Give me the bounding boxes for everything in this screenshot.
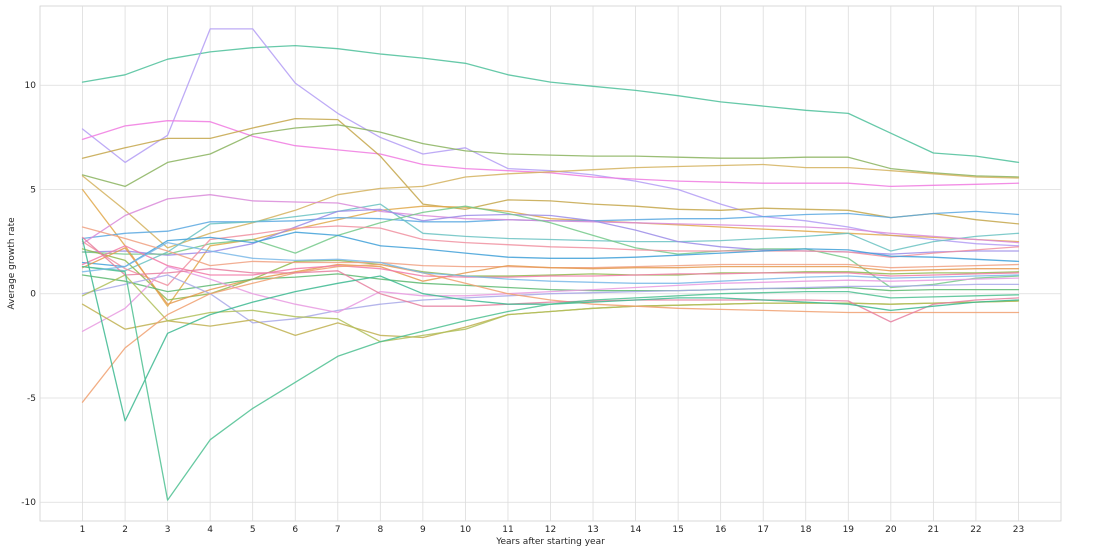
x-tick-label: 13 — [587, 525, 598, 535]
x-tick-label: 11 — [502, 525, 513, 535]
series-line-10 — [81, 194, 1020, 245]
series-line-21 — [81, 265, 1020, 332]
y-tick-label: -10 — [21, 498, 36, 508]
series-lines — [81, 28, 1020, 501]
x-axis-label: Years after starting year — [495, 537, 605, 547]
y-tick-label: 0 — [30, 290, 36, 300]
x-tick-label: 8 — [377, 525, 383, 535]
series-line-18 — [81, 245, 1020, 278]
x-tick-label: 19 — [843, 525, 855, 535]
x-tick-label: 23 — [1013, 525, 1024, 535]
x-tick-label: 4 — [207, 525, 213, 535]
x-tick-label: 6 — [292, 525, 298, 535]
series-line-17 — [81, 247, 1020, 305]
series-line-23 — [81, 274, 1020, 343]
x-tick-label: 16 — [715, 525, 727, 535]
series-line-4 — [81, 117, 1020, 225]
series-line-14 — [81, 248, 1020, 301]
y-tick-label: 5 — [30, 185, 36, 195]
series-line-1 — [81, 44, 1020, 164]
x-tick-label: 7 — [335, 525, 341, 535]
series-line-2 — [81, 28, 1020, 247]
series-line-6 — [81, 163, 1020, 249]
grid — [39, 5, 1062, 522]
tick-labels: 1 2 3 4 5 6 7 8 9 10 11 12 13 14 15 16 17 18 19 20 21 22 23-10… — [21, 81, 1024, 535]
series-line-28 — [81, 241, 1020, 284]
x-tick-label: 17 — [757, 525, 768, 535]
x-tick-label: 18 — [800, 525, 812, 535]
x-tick-label: 2 — [122, 525, 128, 535]
x-tick-label: 1 — [80, 525, 86, 535]
series-line-13 — [81, 225, 1020, 287]
x-tick-label: 14 — [630, 525, 642, 535]
y-tick-label: -5 — [27, 394, 36, 404]
series-line-9 — [81, 203, 1020, 272]
x-tick-label: 5 — [250, 525, 256, 535]
x-tick-label: 10 — [460, 525, 472, 535]
series-line-5 — [81, 124, 1020, 188]
y-axis-label: Average growth rate — [7, 217, 17, 310]
series-line-11 — [81, 208, 1020, 256]
series-line-25 — [81, 236, 1020, 323]
series-line-7 — [81, 188, 1020, 307]
x-tick-label: 12 — [545, 525, 556, 535]
series-line-19 — [81, 273, 1020, 293]
x-tick-label: 9 — [420, 525, 426, 535]
y-tick-label: 10 — [25, 81, 37, 91]
x-tick-label: 20 — [885, 525, 897, 535]
x-tick-label: 3 — [165, 525, 171, 535]
x-tick-label: 15 — [672, 525, 683, 535]
x-tick-label: 22 — [970, 525, 981, 535]
series-line-20 — [81, 274, 1020, 324]
series-line-15 — [81, 231, 1020, 268]
x-tick-label: 21 — [928, 525, 939, 535]
series-line-27 — [81, 265, 1020, 501]
series-line-24 — [81, 263, 1020, 403]
